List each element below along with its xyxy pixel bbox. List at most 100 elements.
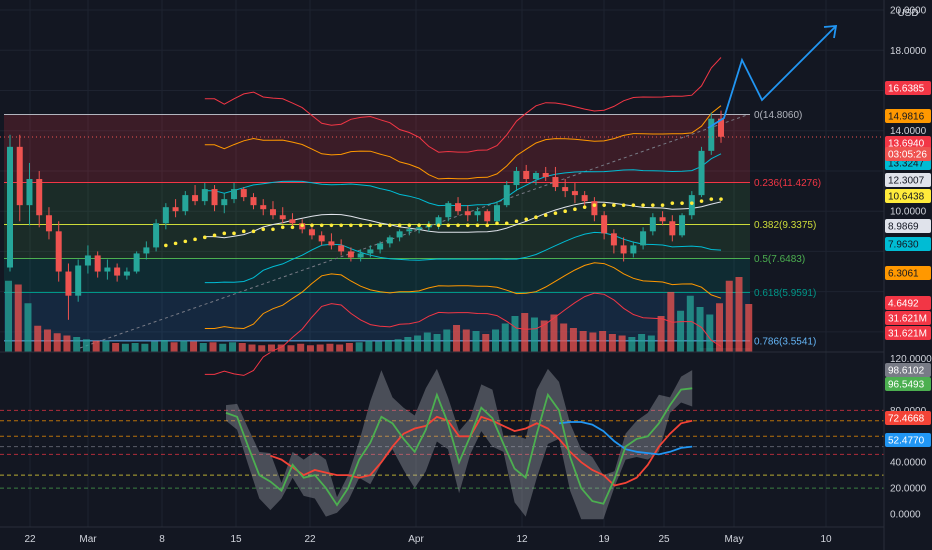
osc-tag-bg xyxy=(885,363,931,377)
candle-body xyxy=(114,267,121,276)
volume-bar xyxy=(423,332,431,352)
candle-body xyxy=(601,215,608,234)
band-line xyxy=(204,153,722,207)
volume-bar xyxy=(326,343,334,352)
candle-body xyxy=(688,195,695,216)
candle-body xyxy=(571,191,578,196)
sar-dot xyxy=(465,223,470,228)
oscillator-panel[interactable] xyxy=(0,368,884,520)
volume-bar xyxy=(199,343,207,352)
volume-bar xyxy=(472,331,480,352)
price-tag-bg xyxy=(885,266,931,280)
osc-d-line xyxy=(270,415,693,487)
volume-bar xyxy=(599,331,607,352)
sar-dot xyxy=(183,239,188,244)
volume-bar xyxy=(121,343,129,352)
volume-bar xyxy=(92,340,100,352)
volume-bar xyxy=(297,343,305,352)
sar-dot xyxy=(670,201,675,205)
sar-dot xyxy=(300,223,305,228)
candle-body xyxy=(318,235,325,242)
volume-bar xyxy=(73,337,81,352)
volume-bar xyxy=(579,331,587,352)
candle-body xyxy=(84,255,91,266)
candle-body xyxy=(464,211,471,216)
forecast-path[interactable] xyxy=(707,25,838,129)
sar-dot xyxy=(709,197,714,201)
sar-dot xyxy=(534,215,538,220)
volume-bar xyxy=(375,341,383,352)
sar-dot xyxy=(436,223,441,228)
time-axis[interactable]: 22 Mar 8 15 22 Apr 12 19 25 May 10 xyxy=(24,534,832,545)
volume-bar xyxy=(530,317,538,352)
volume-bar xyxy=(219,343,227,352)
volume-bar xyxy=(706,314,714,352)
osc-shaded-band xyxy=(226,368,693,520)
time-axis-label: 15 xyxy=(230,534,242,545)
price-tag: 8.9869 xyxy=(888,222,919,233)
price-axis[interactable]: 20.000018.000016.000014.000010.0000120.0… xyxy=(885,6,932,521)
sar-dot xyxy=(164,243,168,248)
candle-body xyxy=(279,215,286,220)
sar-dot xyxy=(349,223,353,228)
band-line xyxy=(204,57,722,153)
sar-dot xyxy=(173,241,178,246)
sar-dot xyxy=(582,205,587,209)
sar-dot xyxy=(660,203,665,207)
candle-body xyxy=(406,229,413,232)
candle-body xyxy=(123,271,130,276)
volume-bar xyxy=(540,320,548,352)
candle-body xyxy=(542,172,549,178)
fibonacci-retracement[interactable]: 0(14.8060) 0.236(11.4276) 0.382(9.3375) 0.5… xyxy=(4,110,821,352)
candle-body xyxy=(708,118,715,151)
volume-bar xyxy=(501,323,509,352)
sar-dot xyxy=(602,203,606,207)
countdown-tag-bg xyxy=(885,147,931,161)
time-axis-label: Apr xyxy=(408,534,424,545)
volume-bar xyxy=(151,341,159,352)
sar-dot xyxy=(388,223,392,228)
candle-body xyxy=(367,249,374,254)
fib-level-label: 0.236(11.4276) xyxy=(754,178,821,189)
sar-dot xyxy=(339,223,343,228)
candle-body xyxy=(328,241,335,246)
price-tag: 16.6385 xyxy=(888,84,925,95)
countdown-tag: 03:05:26 xyxy=(888,150,927,161)
band-line xyxy=(204,262,722,330)
osc-tag-bg xyxy=(885,433,931,447)
fib-level-label: 0.5(7.6483) xyxy=(754,254,805,265)
candle-body xyxy=(192,195,199,202)
sar-dot xyxy=(563,209,567,213)
sar-dot xyxy=(475,223,480,228)
volume-bar xyxy=(141,343,149,352)
volume-bar xyxy=(492,329,499,352)
currency-label[interactable]: USD xyxy=(897,8,918,19)
volume-bar xyxy=(521,313,529,352)
sar-dot xyxy=(456,223,460,228)
parabolic-sar xyxy=(164,197,723,248)
price-tag: 31.621M xyxy=(888,329,927,340)
sar-dot xyxy=(495,221,499,226)
candle-body xyxy=(221,199,228,206)
sar-dot xyxy=(631,203,636,207)
volume-bar xyxy=(745,304,753,352)
volume-bar xyxy=(735,277,743,352)
candle-body xyxy=(532,172,539,180)
volume-bars xyxy=(5,277,753,352)
fib-trend-line xyxy=(79,114,749,349)
sar-dot xyxy=(573,207,577,211)
candle-body xyxy=(16,146,23,206)
sar-dot xyxy=(612,203,616,207)
volume-bar xyxy=(14,284,22,352)
candle-body xyxy=(104,267,111,272)
sar-dot xyxy=(251,229,256,234)
candle-body xyxy=(503,185,510,206)
candle-body xyxy=(377,243,384,250)
volume-bar xyxy=(63,335,71,352)
candle-body xyxy=(669,221,676,236)
sar-dot xyxy=(271,227,275,232)
sar-dot xyxy=(514,219,519,224)
candle-body xyxy=(240,189,247,198)
candle-body xyxy=(55,231,62,272)
